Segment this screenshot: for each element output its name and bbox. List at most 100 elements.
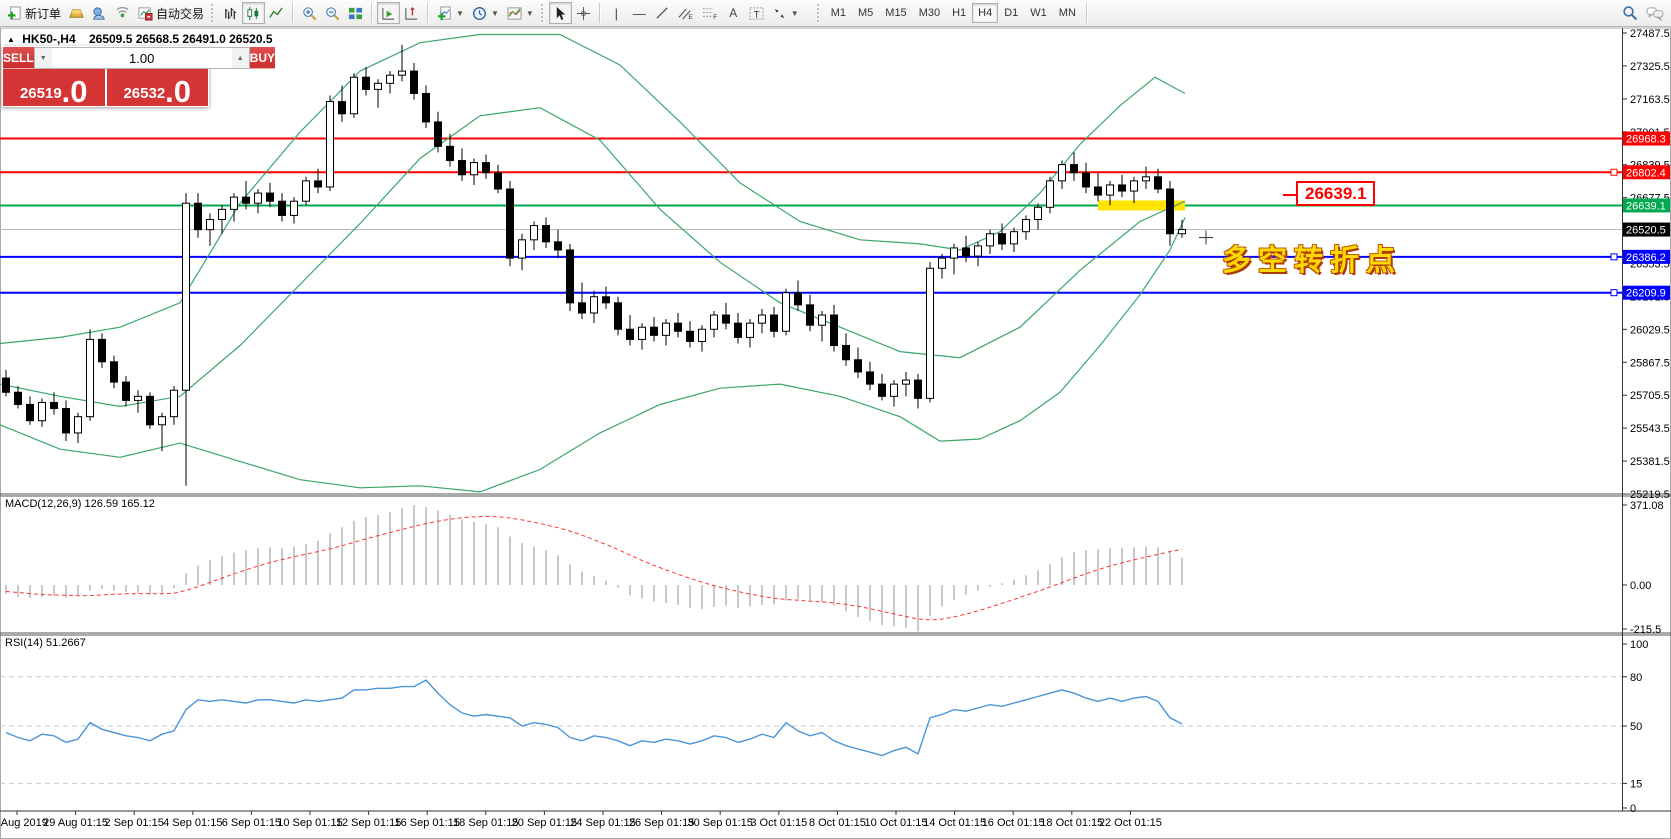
- zoom-out-button[interactable]: [321, 2, 344, 24]
- ask-price-frac: .0: [165, 73, 192, 109]
- highlight-bar[interactable]: [1098, 200, 1185, 211]
- tf-w1-button[interactable]: W1: [1024, 3, 1053, 23]
- candles: [2, 44, 1186, 486]
- autoscroll-button[interactable]: [377, 2, 401, 24]
- equidistant-channel-button[interactable]: E: [674, 2, 698, 24]
- svg-text:8 Oct 01:15: 8 Oct 01:15: [809, 817, 866, 829]
- bar-chart-button[interactable]: [219, 2, 242, 24]
- svg-text:27 Aug 2019: 27 Aug 2019: [0, 817, 48, 829]
- volume-input[interactable]: [51, 48, 232, 68]
- indicators-icon: [437, 5, 451, 20]
- periods-button[interactable]: ▼: [468, 2, 503, 24]
- svg-text:22 Oct 01:15: 22 Oct 01:15: [1099, 817, 1162, 829]
- accounts-button[interactable]: [65, 2, 88, 24]
- price-marker: [1199, 230, 1213, 245]
- indicators-button[interactable]: ▼: [433, 2, 468, 24]
- zoom-in-button[interactable]: [298, 2, 321, 24]
- gold-bar-icon: [69, 8, 84, 18]
- tf-mn-button[interactable]: MN: [1053, 3, 1082, 23]
- signals-button[interactable]: [111, 2, 134, 24]
- rsi-indicator-label: RSI(14) 51.2667: [5, 637, 86, 649]
- level-labels: 26968.3 26802.4 26639.1 26386.2 26209.9 26520…: [1610, 131, 1670, 300]
- tf-m15-button[interactable]: M15: [879, 3, 912, 23]
- sell-button[interactable]: SELL: [3, 47, 34, 69]
- svg-text:26209.9: 26209.9: [1626, 288, 1666, 300]
- tile-windows-button[interactable]: [344, 2, 367, 24]
- rsi-pane: 100 80 50 15 0: [0, 639, 1648, 815]
- dropdown-caret: ▼: [490, 8, 499, 18]
- pane-separators[interactable]: [0, 28, 1671, 812]
- vertical-line-icon: |: [614, 5, 618, 21]
- line-chart-button[interactable]: [265, 2, 288, 24]
- volume-decrease-button[interactable]: ▼: [34, 48, 52, 68]
- svg-text:100: 100: [1630, 639, 1648, 651]
- dropdown-caret: ▼: [790, 8, 799, 18]
- highlight-bar: [1098, 200, 1185, 211]
- crosshair-button[interactable]: [572, 2, 595, 24]
- tf-d1-button[interactable]: D1: [998, 3, 1024, 23]
- search-button[interactable]: [1618, 2, 1642, 24]
- chart-shift-button[interactable]: [400, 2, 423, 24]
- svg-text:80: 80: [1630, 672, 1642, 684]
- chat-button[interactable]: [1642, 2, 1668, 24]
- level-price-annotation[interactable]: 26639.1: [1282, 181, 1376, 206]
- toolbar-grip: [211, 4, 216, 22]
- toolbar-separator: [598, 3, 601, 23]
- svg-text:18 Sep 01:15: 18 Sep 01:15: [453, 817, 518, 829]
- bid-price-int: 26519: [19, 85, 62, 102]
- autotrading-button[interactable]: 自动交易: [134, 2, 208, 24]
- signals-icon: [116, 6, 129, 17]
- buy-button[interactable]: BUY: [249, 47, 276, 69]
- price-axis[interactable]: 27487.527325.527163.527001.526839.526677…: [1622, 28, 1670, 501]
- fibonacci-button[interactable]: F: [698, 2, 722, 24]
- toolbar-separator: [1085, 3, 1088, 23]
- svg-text:3 Oct 01:15: 3 Oct 01:15: [750, 817, 807, 829]
- cursor-button[interactable]: [548, 2, 572, 24]
- horizontal-line-button[interactable]: —: [628, 2, 651, 24]
- toolbar-separator: [371, 3, 374, 23]
- bid-price-button[interactable]: 26519.0: [3, 69, 107, 107]
- community-button[interactable]: [88, 2, 111, 24]
- vertical-line-button[interactable]: |: [605, 2, 628, 24]
- band-upper: [0, 33, 1186, 345]
- horizontal-line-icon: —: [632, 5, 646, 21]
- volume-increase-button[interactable]: ▲: [231, 48, 249, 68]
- symbol-name: HK50-,H4: [22, 32, 76, 46]
- autotrading-label: 自动交易: [156, 6, 205, 21]
- tf-h4-button[interactable]: H4: [972, 3, 999, 23]
- svg-text:E: E: [688, 14, 693, 21]
- ohlc-values: 26509.5 26568.5 26491.0 26520.5: [88, 32, 273, 46]
- tf-h1-button[interactable]: H1: [946, 3, 972, 23]
- svg-text:4 Sep 01:15: 4 Sep 01:15: [163, 817, 222, 829]
- svg-text:12 Sep 01:15: 12 Sep 01:15: [336, 817, 401, 829]
- templates-button[interactable]: ▼: [503, 2, 538, 24]
- arrows-button[interactable]: ▼: [768, 2, 803, 24]
- svg-text:25867.5: 25867.5: [1630, 357, 1670, 369]
- svg-text:10 Oct 01:15: 10 Oct 01:15: [865, 817, 928, 829]
- text-label-button[interactable]: T: [745, 2, 768, 24]
- candlestick-button[interactable]: [242, 2, 266, 24]
- ask-price-button[interactable]: 26532.0: [107, 69, 209, 106]
- trendline-button[interactable]: [651, 2, 674, 24]
- toolbar-grip: [540, 4, 546, 22]
- tf-m1-button[interactable]: M1: [825, 3, 852, 23]
- zoom-out-icon: [326, 6, 340, 20]
- svg-text:26029.5: 26029.5: [1630, 324, 1670, 336]
- arrows-icon: [774, 8, 784, 18]
- svg-text:10 Sep 01:15: 10 Sep 01:15: [277, 817, 342, 829]
- text-button[interactable]: A: [722, 2, 745, 24]
- collapse-triangle-icon[interactable]: ▲: [7, 35, 15, 44]
- pivot-point-annotation[interactable]: 多空转折点: [1222, 245, 1403, 277]
- macd-pane: 371.08 0.00 -215.5: [5, 500, 1664, 636]
- text-label-icon: T: [749, 6, 764, 20]
- svg-text:T: T: [753, 9, 759, 19]
- svg-text:30 Sep 01:15: 30 Sep 01:15: [687, 817, 752, 829]
- new-order-button[interactable]: 新订单: [3, 2, 65, 24]
- svg-text:18 Oct 01:15: 18 Oct 01:15: [1040, 817, 1103, 829]
- tf-m5-button[interactable]: M5: [852, 3, 879, 23]
- text-icon: A: [729, 6, 738, 20]
- channel-icon: E: [678, 7, 693, 21]
- tf-m30-button[interactable]: M30: [913, 3, 946, 23]
